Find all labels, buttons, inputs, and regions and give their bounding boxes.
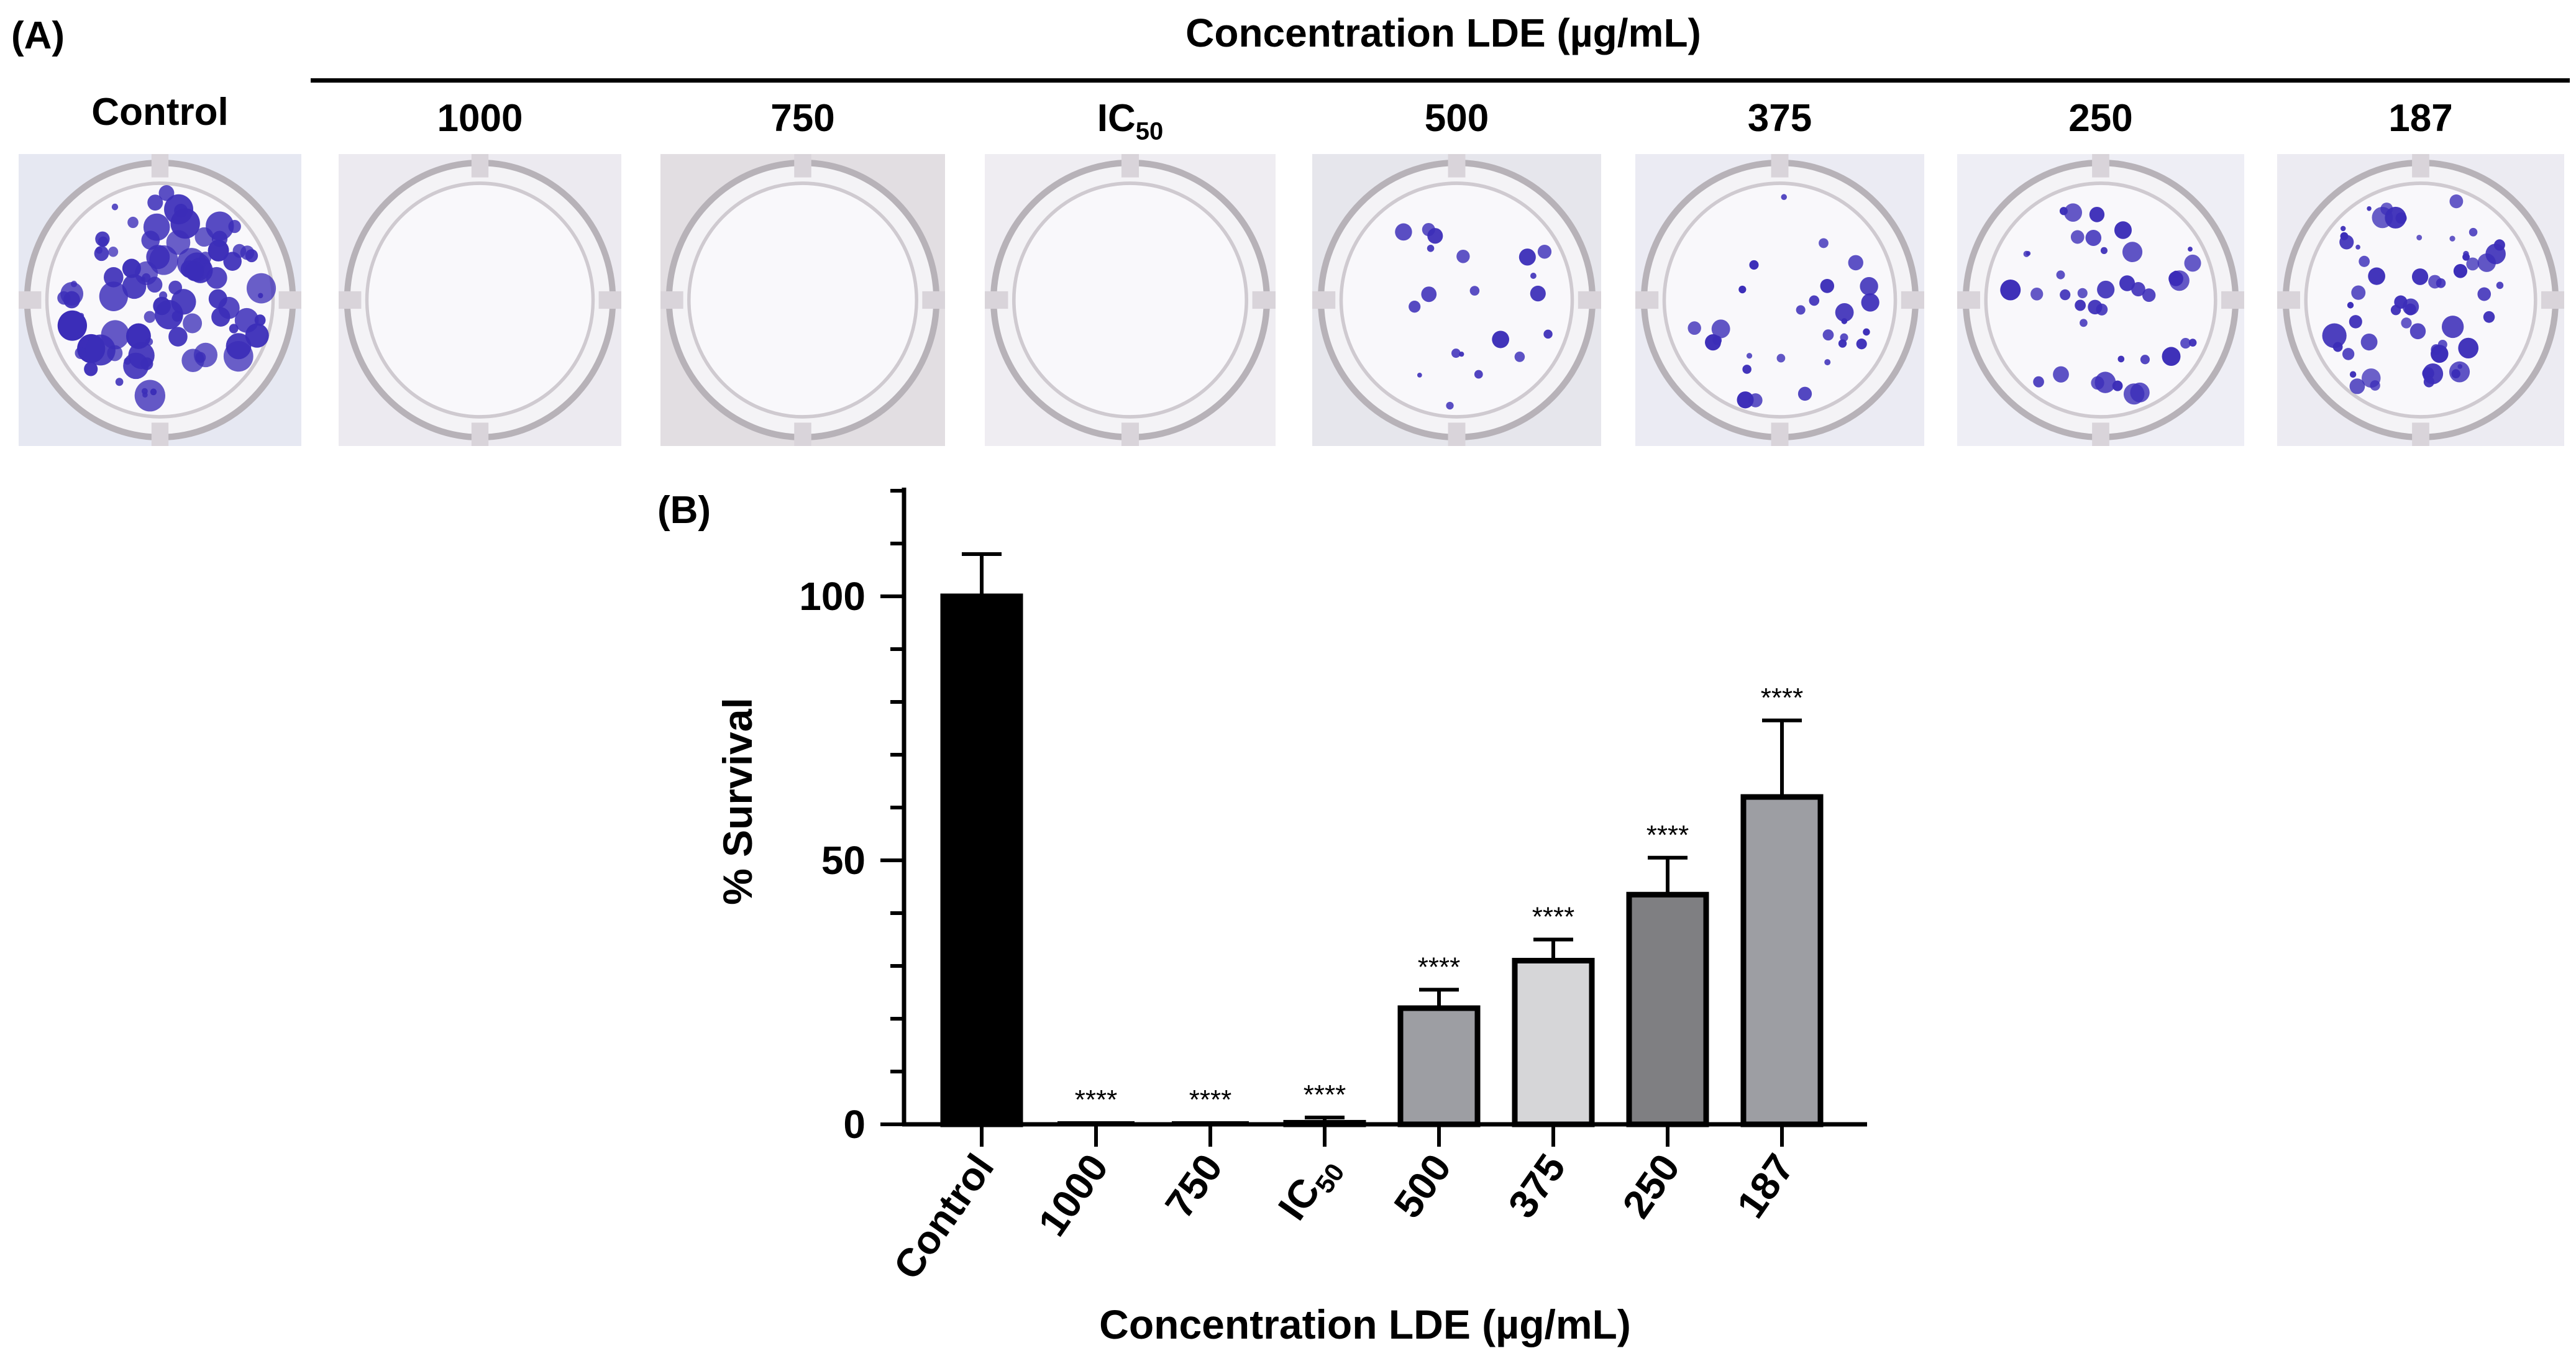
well-label-187: 187 <box>2388 97 2453 140</box>
well-label-500: 500 <box>1424 97 1489 140</box>
bar-187 <box>1740 794 1824 1127</box>
bar-375 <box>1512 958 1595 1127</box>
x-tick-label-500: 500 <box>1385 1146 1459 1226</box>
significance-500: **** <box>1418 952 1461 982</box>
title-divider <box>311 78 2570 83</box>
well-image-control <box>19 154 301 446</box>
significance-ic50: **** <box>1304 1080 1346 1110</box>
significance-1000: **** <box>1075 1085 1118 1115</box>
significance-250: **** <box>1647 820 1689 850</box>
well-label-ic50: IC50 <box>1097 97 1164 145</box>
x-tick-label-ic50: IC50 <box>1269 1146 1350 1231</box>
y-tick-label: 100 <box>799 574 866 619</box>
panel-a-label: (A) <box>11 14 65 57</box>
x-tick-label-control: Control <box>885 1146 1002 1288</box>
well-label-750: 750 <box>770 97 835 140</box>
well-label-375: 375 <box>1747 97 1812 140</box>
significance-187: **** <box>1761 683 1804 713</box>
x-tick-label-250: 250 <box>1614 1146 1688 1226</box>
well-label-250: 250 <box>2068 97 2133 140</box>
well-image-1000 <box>339 154 621 446</box>
y-tick-label: 0 <box>843 1102 866 1147</box>
panel-a-title: Concentration LDE (µg/mL) <box>1185 11 1701 55</box>
x-tick-label-1000: 1000 <box>1030 1146 1117 1244</box>
well-image-375 <box>1635 154 1924 446</box>
x-tick-label-187: 187 <box>1728 1146 1802 1226</box>
y-tick-label: 50 <box>821 838 866 883</box>
well-image-ic50 <box>985 154 1276 446</box>
significance-375: **** <box>1532 902 1575 932</box>
y-axis-title: % Survival <box>715 698 760 905</box>
bar-ic50 <box>1283 1119 1366 1127</box>
well-image-250 <box>1957 154 2244 446</box>
bar-control <box>940 593 1023 1127</box>
x-tick-label-750: 750 <box>1156 1146 1231 1226</box>
well-image-750 <box>660 154 945 446</box>
panel-b-label: (B) <box>657 489 711 532</box>
well-label-control: Control <box>91 91 229 134</box>
x-axis-title: Concentration LDE (µg/mL) <box>1099 1301 1631 1347</box>
bar-500 <box>1397 1005 1481 1127</box>
well-image-500 <box>1312 154 1601 446</box>
significance-750: **** <box>1189 1085 1232 1115</box>
bar-250 <box>1626 891 1709 1127</box>
x-tick-label-375: 375 <box>1499 1146 1574 1226</box>
well-label-1000: 1000 <box>437 97 523 140</box>
well-image-187 <box>2277 154 2564 446</box>
